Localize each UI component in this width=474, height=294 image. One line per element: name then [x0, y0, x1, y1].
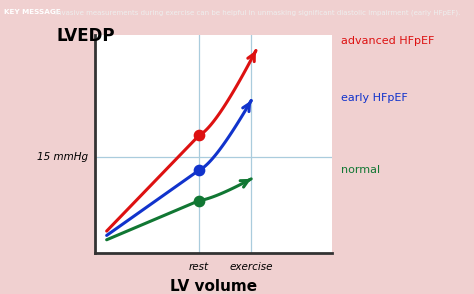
Text: advanced HFpEF: advanced HFpEF	[341, 36, 435, 46]
Text: exercise: exercise	[229, 262, 273, 272]
Text: rest: rest	[189, 262, 209, 272]
Point	[195, 168, 203, 173]
Point	[195, 133, 203, 138]
Text: normal: normal	[341, 165, 381, 175]
Text: 15 mmHg: 15 mmHg	[36, 152, 88, 162]
Text: LV volume: LV volume	[170, 279, 257, 294]
Point	[195, 198, 203, 203]
Text: LVEDP: LVEDP	[57, 26, 115, 45]
Text: Invasive measurements during exercise can be helpful in unmasking significant di: Invasive measurements during exercise ca…	[55, 9, 460, 16]
Text: early HFpEF: early HFpEF	[341, 93, 408, 103]
Text: KEY MESSAGE: KEY MESSAGE	[4, 9, 61, 16]
